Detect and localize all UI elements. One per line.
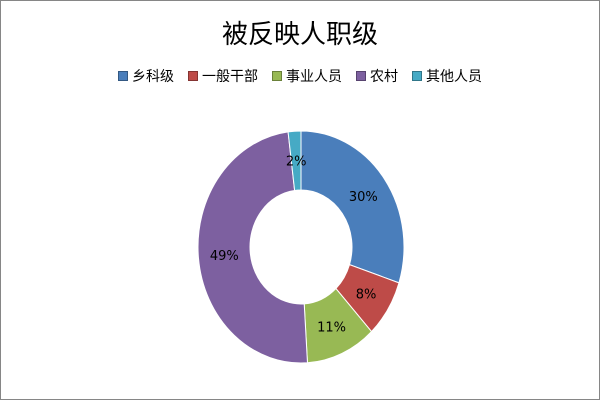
data-label: 49%	[210, 249, 239, 264]
data-label: 8%	[356, 287, 377, 302]
legend-swatch	[272, 71, 282, 81]
legend-swatch	[118, 71, 128, 81]
legend-item: 乡科级	[118, 66, 174, 86]
legend-swatch	[412, 71, 422, 81]
legend-label: 农村	[370, 69, 398, 85]
data-label: 11%	[317, 320, 346, 335]
data-label: 2%	[286, 155, 307, 170]
slice-其他人员	[287, 130, 302, 192]
chart-title: 被反映人职级	[221, 20, 378, 50]
slice-乡科级	[300, 130, 405, 284]
legend-label: 乡科级	[132, 69, 174, 85]
legend-label: 一般干部	[202, 69, 258, 85]
legend-item: 农村	[356, 66, 398, 86]
legend-label: 事业人员	[286, 69, 342, 85]
legend-item: 一般干部	[188, 66, 258, 86]
slice-农村	[197, 131, 308, 364]
legend-swatch	[188, 71, 198, 81]
legend: 乡科级 一般干部 事业人员 农村 其他人员	[0, 66, 600, 86]
legend-item: 其他人员	[412, 66, 482, 86]
legend-swatch	[356, 71, 366, 81]
data-label: 30%	[349, 190, 378, 205]
legend-label: 其他人员	[426, 69, 482, 85]
legend-item: 事业人员	[272, 66, 342, 86]
